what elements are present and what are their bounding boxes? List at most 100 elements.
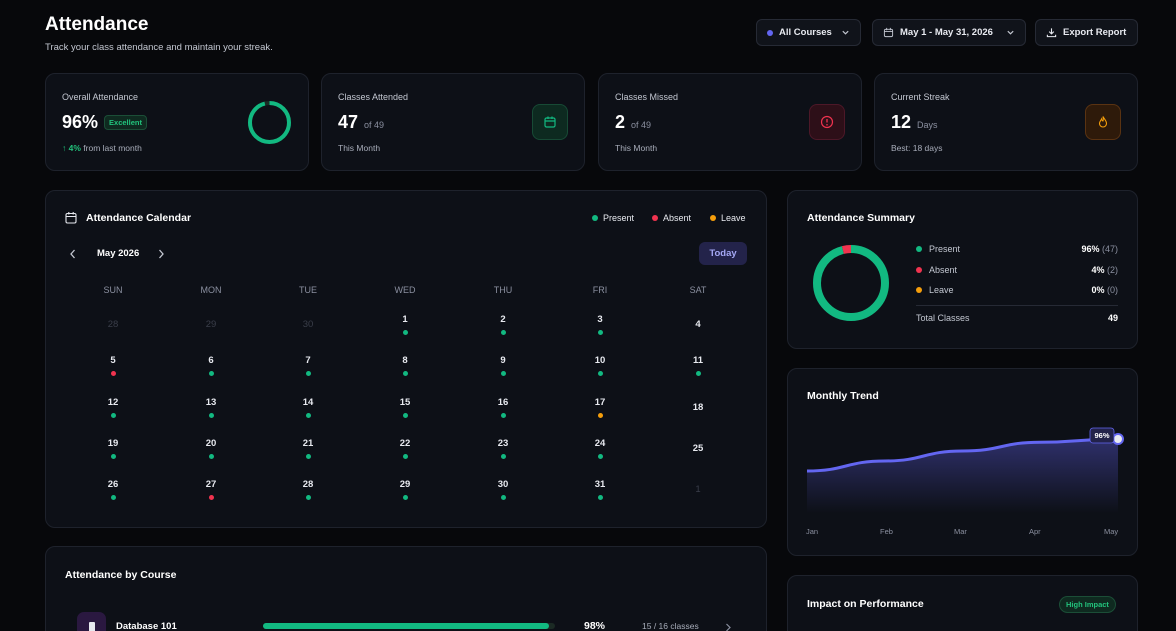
trend-end-tag [1089,427,1115,444]
trend-end-label: 96% [1094,431,1109,440]
legend-absent: Absent [652,213,691,223]
status-dot-leave [597,412,603,418]
calendar-day[interactable]: 26 [93,479,133,501]
status-dot-present [208,412,214,418]
day-number: 31 [594,479,606,491]
calendar-day[interactable]: 16 [483,397,523,418]
calendar-day[interactable]: 17 [580,397,620,418]
page-subtitle: Track your class attendance and maintain… [45,42,273,53]
status-dot-present [110,453,116,459]
excellent-badge: Excellent [104,115,147,130]
calendar-day[interactable]: 13 [191,397,231,418]
status-dot-present [597,453,603,459]
calendar-icon [65,211,77,229]
status-dot-present [402,330,408,335]
calendar-day[interactable]: 6 [191,355,231,377]
status-dot-present [597,371,603,377]
calendar-day[interactable]: 12 [93,397,133,418]
today-button[interactable]: Today [699,242,747,265]
stat-value: 12 Days [891,112,938,133]
course-filter-label: All Courses [779,27,832,38]
calendar-day[interactable]: 31 [580,479,620,501]
calendar-day[interactable]: 5 [93,355,133,377]
calendar-day[interactable]: 20 [191,438,231,459]
day-number: 1 [695,484,701,496]
calendar-day[interactable]: 27 [191,479,231,501]
day-number: 4 [695,319,701,330]
calendar-day[interactable]: 24 [580,438,620,459]
stat-label: Classes Attended [338,92,409,102]
stat-foot: This Month [615,143,658,153]
weekday-header: SAT [689,285,707,295]
calendar-day[interactable]: 4 [678,319,718,330]
weekday-header: FRI [592,285,608,295]
current-streak-card: Current Streak 12 Days Best: 18 days [874,73,1138,171]
date-range-dropdown[interactable]: May 1 - May 31, 2026 [872,19,1026,46]
course-name: Database 101 [116,621,177,631]
chevron-right-icon[interactable] [156,247,166,265]
calendar-day[interactable]: 9 [483,355,523,377]
trend-chart: 96% [806,427,1124,513]
summary-total-row: Total Classes 49 [916,313,1118,323]
calendar-day[interactable]: 1 [678,484,718,495]
calendar-day[interactable]: 15 [385,397,425,418]
status-dot-present [402,412,408,418]
weekday-header: SUN [103,285,123,295]
summary-pct: 4% [1091,264,1105,275]
legend-dot [652,215,658,221]
calendar-day[interactable]: 19 [93,438,133,459]
export-report-button[interactable]: Export Report [1035,19,1138,46]
chevron-left-icon[interactable] [68,247,78,265]
day-number: 2 [500,314,506,325]
streak-value: 12 [891,112,912,132]
summary-row-absent: Absent 4% (2) [916,265,1118,275]
calendar-day[interactable]: 1 [385,314,425,335]
day-number: 25 [692,442,704,454]
weekday-header: WED [394,285,416,295]
trend-month-label: Apr [1029,527,1041,536]
attendance-calendar-card [45,190,767,528]
streak-unit: Days [917,120,938,130]
trend-end-point [1112,433,1124,445]
calendar-day[interactable]: 18 [678,402,718,413]
calendar-day[interactable]: 28 [288,479,328,501]
day-number: 16 [497,396,509,408]
download-icon [1046,27,1057,38]
attended-value: 47 [338,112,359,132]
trend-month-label: Mar [954,527,967,536]
calendar-day[interactable]: 7 [288,355,328,377]
stat-value: 2 of 49 [615,112,651,133]
calendar-day[interactable]: 22 [385,438,425,459]
trend-month-label: May [1104,527,1119,536]
calendar-day[interactable]: 30 [288,319,328,330]
day-number: 23 [497,437,509,449]
day-number: 30 [497,479,509,491]
calendar-day[interactable]: 11 [678,355,718,377]
summary-donut [813,245,889,321]
calendar-day[interactable]: 29 [191,319,231,330]
calendar-day[interactable]: 10 [580,355,620,377]
impact-title: Impact on Performance [807,598,924,610]
calendar-day[interactable]: 21 [288,438,328,459]
calendar-month-label: May 2026 [97,248,140,259]
calendar-day[interactable]: 3 [580,314,620,335]
trend-area [807,439,1118,513]
course-filter-dropdown[interactable]: All Courses [756,19,861,46]
calendar-day[interactable]: 29 [385,479,425,501]
stat-change: ↑ 4% from last month [62,143,142,153]
calendar-title: Attendance Calendar [86,212,192,224]
day-number: 30 [302,319,314,330]
summary-divider [916,305,1118,306]
summary-count: (0) [1107,285,1118,295]
stat-foot: Best: 18 days [891,143,943,153]
calendar-day[interactable]: 28 [93,319,133,330]
calendar-day[interactable]: 8 [385,355,425,377]
calendar-day[interactable]: 2 [483,314,523,335]
calendar-day[interactable]: 30 [483,479,523,501]
day-number: 21 [302,437,314,449]
chevron-right-icon[interactable] [724,620,732,631]
calendar-day[interactable]: 14 [288,397,328,418]
status-dot-present [500,412,506,418]
calendar-day[interactable]: 25 [678,443,718,454]
calendar-day[interactable]: 23 [483,438,523,459]
